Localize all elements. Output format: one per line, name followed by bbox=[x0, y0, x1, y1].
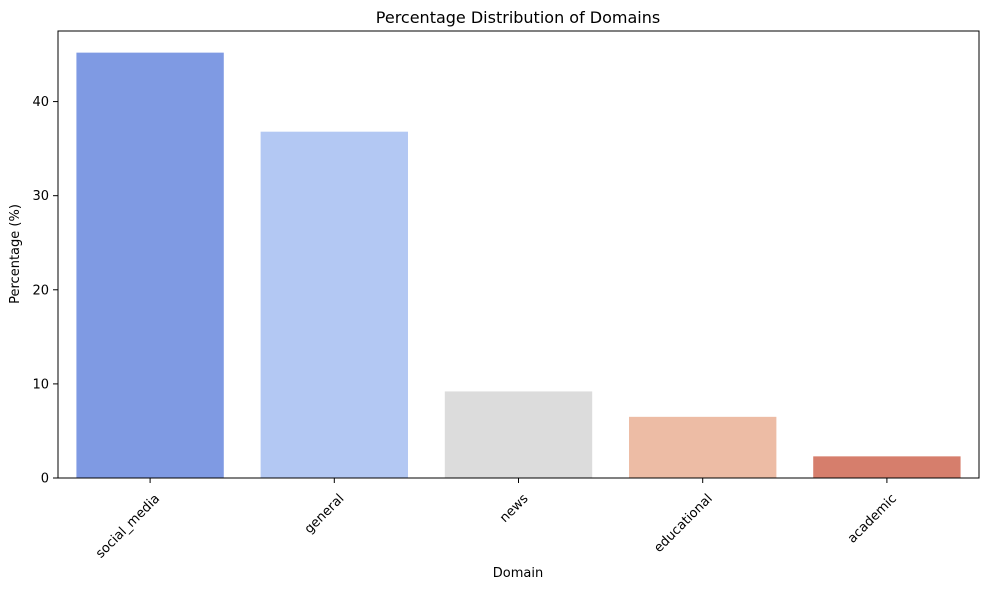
y-tick-label: 0 bbox=[41, 472, 49, 487]
chart-title: Percentage Distribution of Domains bbox=[376, 8, 660, 27]
bar-educational bbox=[629, 416, 777, 478]
y-tick-label: 10 bbox=[32, 377, 49, 392]
bar-general bbox=[260, 131, 408, 478]
bar-academic bbox=[813, 456, 961, 478]
y-tick-label: 20 bbox=[32, 283, 49, 298]
y-axis-label: Percentage (%) bbox=[8, 204, 23, 304]
x-tick-label: educational bbox=[651, 491, 715, 555]
x-tick-label: general bbox=[302, 491, 348, 537]
y-tick-label: 40 bbox=[32, 95, 49, 110]
x-axis-label: Domain bbox=[493, 566, 543, 581]
bar-news bbox=[444, 391, 593, 478]
plot-area bbox=[76, 52, 961, 478]
x-tick-label: news bbox=[497, 491, 532, 526]
y-tick-label: 30 bbox=[32, 189, 49, 204]
x-tick-label: academic bbox=[845, 491, 900, 546]
bar-social-media bbox=[76, 52, 224, 478]
x-tick-label: social_media bbox=[93, 491, 163, 561]
